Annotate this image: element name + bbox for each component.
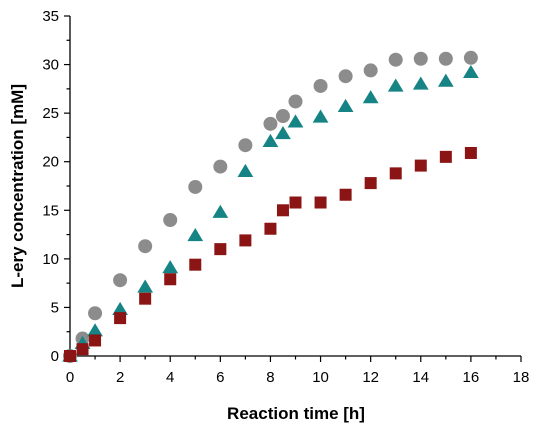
data-point-circle — [213, 159, 228, 174]
x-axis-title: Reaction time [h] — [227, 404, 365, 423]
data-point-triangle — [463, 64, 479, 78]
x-tick-label: 14 — [412, 369, 429, 386]
y-tick-label: 25 — [42, 105, 59, 122]
data-point-square — [214, 243, 227, 256]
data-point-circle — [263, 116, 278, 131]
data-point-triangle — [112, 301, 128, 315]
data-point-triangle — [187, 228, 204, 242]
axis-ticks — [64, 15, 522, 362]
data-point-square — [76, 343, 89, 356]
data-point-circle — [388, 52, 403, 67]
data-point-square — [464, 146, 477, 159]
data-point-square — [64, 350, 76, 362]
data-point-circle — [88, 306, 103, 321]
y-tick-label: 0 — [51, 348, 59, 365]
data-point-circle — [438, 51, 453, 66]
data-point-circle — [338, 69, 353, 84]
data-point-square — [439, 150, 452, 163]
data-point-square — [364, 177, 377, 190]
y-axis-title: L-ery concentration [mM] — [8, 84, 27, 288]
data-point-circle — [113, 273, 128, 288]
y-tick-label: 20 — [42, 154, 59, 171]
x-tick-label: 18 — [513, 369, 530, 386]
data-point-circle — [313, 78, 328, 93]
data-point-triangle — [262, 133, 279, 147]
data-point-triangle — [212, 204, 229, 218]
data-point-triangle — [287, 114, 304, 128]
data-point-triangle — [275, 126, 291, 140]
y-tick-label: 30 — [42, 57, 59, 74]
data-point-square — [339, 188, 352, 201]
tick-labels: 0 2 4 6 8 10 12 14 16 18 0 5 10 15 20 25 30 35 — [42, 8, 529, 386]
x-tick-label: 2 — [116, 369, 124, 386]
y-tick-label: 15 — [42, 202, 59, 219]
x-tick-label: 6 — [216, 369, 224, 386]
data-point-triangle — [437, 73, 454, 87]
data-point-square — [314, 196, 327, 209]
data-points — [62, 50, 479, 363]
x-tick-label: 0 — [66, 369, 74, 386]
data-point-circle — [463, 50, 478, 65]
data-point-triangle — [337, 98, 354, 112]
data-point-triangle — [237, 163, 254, 178]
data-point-triangle — [162, 260, 179, 274]
data-point-circle — [288, 94, 303, 109]
data-point-square — [139, 292, 152, 305]
data-point-circle — [163, 213, 178, 227]
x-tick-label: 4 — [166, 369, 174, 386]
y-tick-label: 10 — [42, 251, 59, 268]
data-point-square — [239, 234, 252, 247]
data-point-square — [389, 167, 402, 180]
data-point-triangle — [87, 323, 103, 337]
data-point-square — [114, 312, 127, 325]
data-point-square — [414, 159, 427, 172]
data-point-square — [189, 258, 202, 271]
data-point-circle — [363, 63, 378, 78]
series-square — [64, 146, 477, 362]
x-tick-label: 12 — [362, 369, 379, 386]
data-point-circle — [138, 239, 153, 254]
data-point-triangle — [387, 78, 404, 92]
data-point-triangle — [412, 76, 429, 90]
data-point-square — [164, 273, 177, 286]
data-point-square — [289, 196, 302, 209]
data-point-circle — [275, 109, 290, 124]
data-point-square — [276, 204, 289, 217]
data-point-triangle — [312, 109, 329, 123]
y-tick-label: 5 — [51, 299, 59, 316]
data-point-square — [264, 222, 277, 235]
data-point-circle — [188, 179, 203, 194]
y-tick-label: 35 — [42, 8, 59, 25]
data-point-triangle — [137, 279, 154, 293]
axes — [69, 16, 521, 357]
data-point-circle — [413, 51, 428, 66]
data-point-circle — [238, 138, 253, 153]
data-point-square — [89, 334, 102, 347]
data-point-triangle — [362, 90, 379, 104]
x-tick-label: 8 — [266, 369, 274, 386]
x-tick-label: 10 — [312, 369, 329, 386]
x-tick-label: 16 — [463, 369, 480, 386]
